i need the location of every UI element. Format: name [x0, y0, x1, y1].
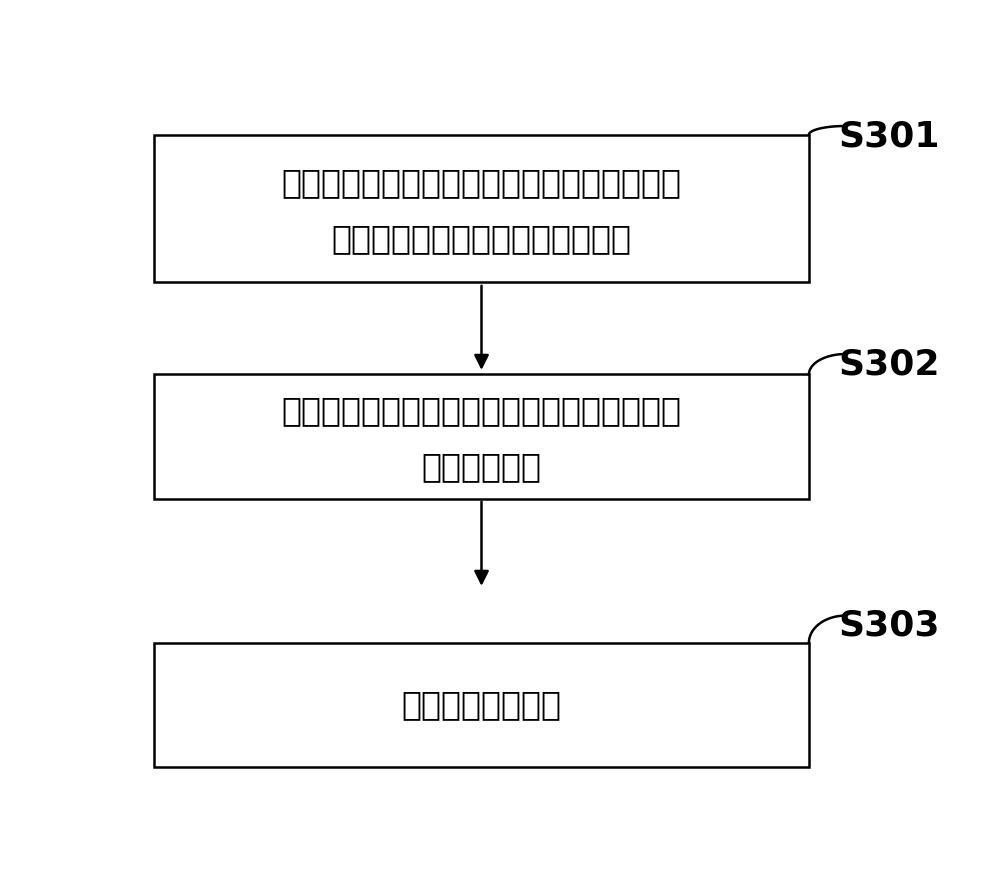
FancyBboxPatch shape: [154, 375, 809, 498]
FancyBboxPatch shape: [154, 135, 809, 282]
Text: 对应的电子令牌设备建立通信连接: 对应的电子令牌设备建立通信连接: [332, 222, 632, 255]
Text: 通过预置的蓝牙设备收听蓝牙广播信号，并与: 通过预置的蓝牙设备收听蓝牙广播信号，并与: [282, 166, 682, 199]
Text: 通过所述通信连接接收所述对应的电子令牌设: 通过所述通信连接接收所述对应的电子令牌设: [282, 395, 682, 428]
Text: S302: S302: [838, 348, 940, 381]
Text: S301: S301: [838, 119, 940, 153]
Text: 保存所述对应关系: 保存所述对应关系: [402, 688, 562, 721]
Text: 备发送的信息: 备发送的信息: [422, 450, 542, 483]
FancyBboxPatch shape: [154, 643, 809, 766]
Text: S303: S303: [838, 609, 940, 643]
